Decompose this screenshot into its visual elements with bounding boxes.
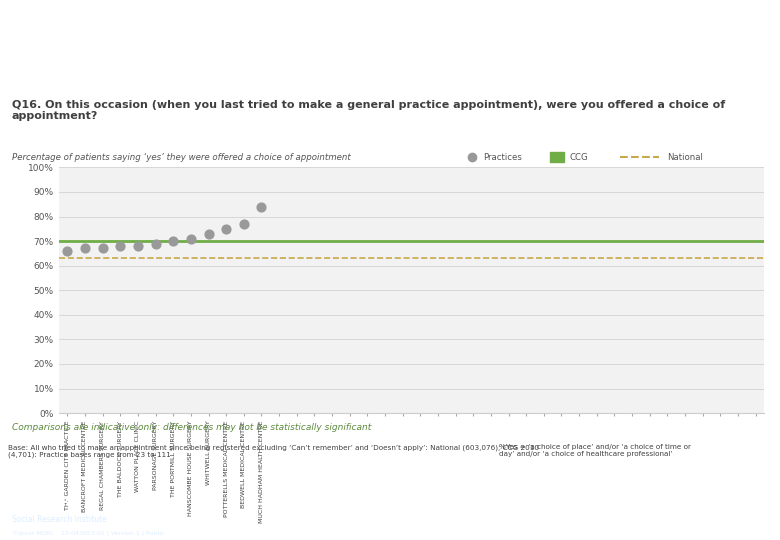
Point: [97, 244, 109, 253]
Text: ©Ipsos MORI    13-043653-01 | Version 1 | Public: ©Ipsos MORI 13-043653-01 | Version 1 | P…: [12, 531, 165, 537]
Text: National: National: [667, 153, 703, 161]
Text: Ipsos MORI: Ipsos MORI: [12, 497, 73, 507]
Point: [167, 237, 179, 245]
Point: [114, 242, 126, 251]
Point: [185, 234, 197, 243]
Text: i: i: [732, 501, 739, 518]
Text: Percentage of patients saying ‘yes’ they were offered a choice of appointment: Percentage of patients saying ‘yes’ they…: [12, 153, 350, 161]
Bar: [550, 152, 564, 163]
Text: Q16. On this occasion (when you last tried to make a general practice appointmen: Q16. On this occasion (when you last tri…: [12, 100, 725, 122]
Text: Practices: Practices: [484, 153, 523, 161]
Text: %Yes = ‘a choice of place’ and/or ‘a choice of time or
day’ and/or ‘a choice of : %Yes = ‘a choice of place’ and/or ‘a cho…: [499, 444, 691, 457]
Text: Choice of appointment:: Choice of appointment:: [12, 19, 288, 39]
Point: [255, 202, 268, 211]
Text: ipsos MORI: ipsos MORI: [720, 524, 750, 529]
Text: Comparisons are indicative only: differences may not be statistically significan: Comparisons are indicative only: differe…: [12, 423, 371, 431]
Point: [61, 247, 73, 255]
Text: CCG: CCG: [569, 153, 588, 161]
Point: [202, 230, 215, 238]
Point: [220, 225, 232, 233]
Point: [79, 244, 91, 253]
Text: Base: All who tried to make an appointment since being registered excluding ‘Can: Base: All who tried to make an appointme…: [8, 444, 539, 458]
Point: [132, 242, 144, 251]
Point: [238, 220, 250, 228]
Text: how the CCG’s practices compare: how the CCG’s practices compare: [12, 52, 406, 72]
Text: Social Research Institute: Social Research Institute: [12, 515, 107, 524]
Text: 30: 30: [382, 509, 398, 522]
Point: [149, 239, 161, 248]
